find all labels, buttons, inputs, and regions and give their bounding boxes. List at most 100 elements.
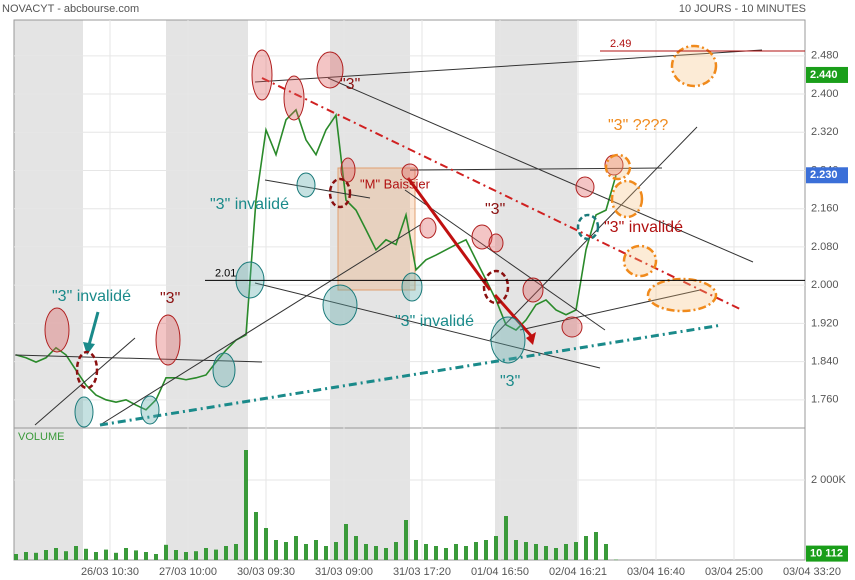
annotation: "3" — [500, 373, 520, 390]
volume-bar — [134, 550, 138, 560]
volume-bar — [544, 546, 548, 560]
trend-line — [327, 77, 754, 263]
circle — [561, 316, 583, 338]
volume-marker-label: 10 112 — [810, 548, 843, 560]
circle — [296, 172, 316, 198]
trend-line — [404, 189, 606, 331]
session-band — [166, 20, 248, 560]
y-tick-label: 2.080 — [811, 241, 839, 253]
volume-bar — [594, 532, 598, 560]
circle — [522, 277, 544, 303]
circle — [488, 233, 504, 253]
volume-bar — [464, 546, 468, 560]
grid: 1.7601.8401.9202.0002.0802.1602.2402.320… — [14, 20, 847, 578]
volume-bar — [204, 548, 208, 560]
volume-bar — [114, 552, 118, 560]
m-zone — [337, 167, 416, 291]
circle — [283, 75, 305, 121]
volume-bar — [104, 549, 108, 560]
volume-bar — [244, 450, 248, 560]
y-tick-label: 2.480 — [811, 50, 839, 62]
volume-bar — [184, 552, 188, 560]
circle — [212, 352, 236, 388]
circle — [401, 272, 423, 302]
volume-bar — [124, 548, 128, 560]
level-label: 2.49 — [610, 38, 631, 50]
circle — [622, 244, 658, 278]
annotation: "3" invalidé — [52, 288, 131, 305]
trend-line — [34, 337, 136, 426]
x-tick-label: 30/03 09:30 — [237, 566, 295, 578]
volume-bar — [504, 516, 508, 560]
annotation: "3" — [160, 290, 180, 307]
volume-bar — [424, 544, 428, 560]
annotation: "M" Baissier — [360, 176, 431, 191]
volume-bar — [524, 542, 528, 560]
price-marker — [806, 167, 848, 184]
circle — [482, 269, 510, 305]
volume-bar — [474, 542, 478, 560]
circle — [251, 49, 273, 101]
annotation: "3" ???? — [608, 117, 668, 134]
volume-bar — [44, 550, 48, 560]
support-line — [99, 323, 723, 427]
volume-bar — [344, 524, 348, 560]
circle — [140, 395, 160, 425]
trend-line — [519, 289, 701, 331]
volume-bar — [404, 520, 408, 560]
volume-bar — [304, 544, 308, 560]
volume-bar — [354, 536, 358, 560]
volume-bar — [284, 542, 288, 560]
session-band — [14, 20, 83, 560]
y-tick-label: 2.320 — [811, 126, 839, 138]
volume-bar — [414, 540, 418, 560]
volume-bar — [64, 551, 68, 560]
annotation: "3" — [485, 201, 505, 218]
y-tick-label: 2.000 — [811, 279, 839, 291]
volume-bar — [274, 540, 278, 560]
annotation: "3" — [340, 76, 360, 93]
y-tick-label: 2.400 — [811, 88, 839, 100]
y-tick-label: 2.160 — [811, 203, 839, 215]
volume-bar — [314, 540, 318, 560]
volume-bar — [164, 544, 168, 560]
circle — [576, 213, 600, 241]
volume-bar — [484, 540, 488, 560]
x-tick-label: 02/04 16:21 — [549, 566, 607, 578]
trend-line — [14, 354, 263, 363]
orange-circles — [604, 44, 718, 313]
volume-bar — [254, 512, 258, 560]
dashed-red-circles — [75, 177, 510, 390]
teal-circles — [74, 172, 600, 428]
volume-bar — [334, 542, 338, 560]
plot-frame — [13, 19, 806, 561]
x-tick-label: 03/04 33:20 — [783, 566, 841, 578]
trend-line — [254, 49, 763, 83]
volume-bar — [454, 544, 458, 560]
volume-bar — [14, 554, 18, 560]
circle — [316, 51, 344, 89]
volume-bar — [174, 550, 178, 560]
volume-bar — [54, 548, 58, 560]
volume-bar — [324, 546, 328, 560]
x-tick-label: 27/03 10:00 — [159, 566, 217, 578]
overlay: 2.49 2.01 2.440 2.230 10 112 "3" "3" invalidé "… — [52, 38, 848, 562]
volume-bar — [384, 548, 388, 560]
circle — [44, 307, 70, 353]
y-tick-label: 1.760 — [811, 394, 839, 406]
annotation: "3" invalidé — [604, 219, 683, 236]
trend-line — [99, 224, 421, 426]
volume-bar — [84, 548, 88, 560]
annotation: "3" invalidé — [210, 196, 289, 213]
circle — [646, 277, 718, 313]
circle — [340, 157, 356, 183]
volume-marker — [806, 545, 848, 562]
volume-bar — [494, 536, 498, 560]
volume-bar — [144, 552, 148, 560]
volume-bar — [374, 546, 378, 560]
volume-label: VOLUME — [18, 431, 64, 443]
circle — [322, 284, 358, 326]
volume-bars — [14, 450, 618, 561]
